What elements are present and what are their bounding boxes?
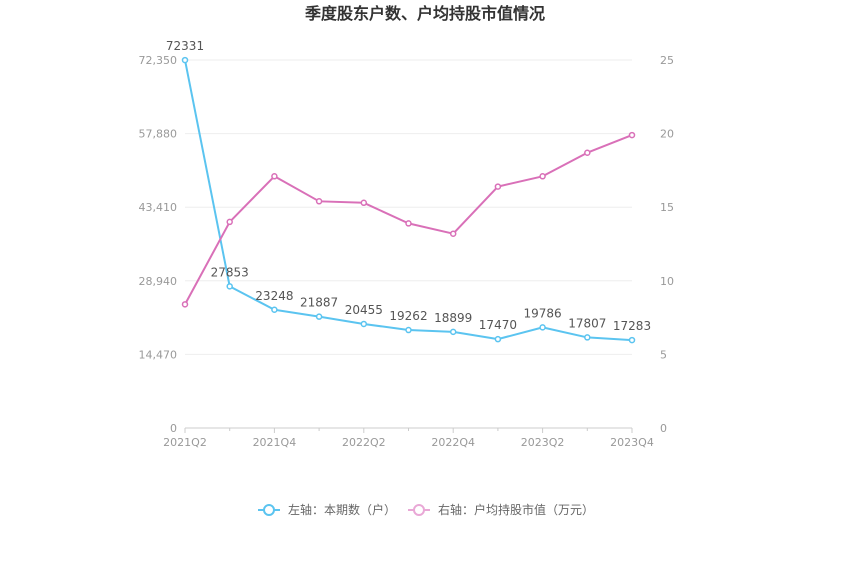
legend-label-left: 左轴：本期数（户）	[288, 502, 396, 517]
data-label: 19262	[389, 309, 427, 323]
y-left-tick-label: 72,350	[139, 54, 178, 67]
legend-item-right[interactable]: 右轴：户均持股市值（万元）	[408, 502, 594, 517]
grid-lines	[185, 59, 632, 355]
data-label: 18899	[434, 311, 472, 325]
data-point-0	[226, 283, 233, 290]
y-left-tick-label: 14,470	[139, 348, 178, 361]
y-right-tick-label: 10	[660, 275, 674, 288]
chart-title: 季度股东户数、户均持股市值情况	[304, 4, 545, 23]
data-point-1	[405, 220, 412, 227]
data-label: 27853	[211, 265, 249, 279]
data-point-1	[315, 198, 323, 205]
y-right-tick-label: 20	[660, 128, 674, 141]
data-point-1	[271, 173, 278, 180]
y-right-tick-label: 5	[660, 348, 667, 361]
y-right-tick-label: 0	[660, 422, 667, 435]
data-point-0	[181, 56, 189, 64]
data-labels: 72331 27853 23248 21887 20455 19262 18899 17470…	[166, 39, 651, 333]
series-layer	[181, 56, 636, 344]
data-label: 17807	[568, 316, 606, 330]
data-point-0	[584, 334, 591, 341]
data-point-1	[539, 173, 546, 180]
data-point-0	[494, 335, 502, 343]
series-line-1	[184, 134, 633, 305]
legend-label-right: 右轴：户均持股市值（万元）	[438, 502, 594, 517]
y-right-tick-label: 15	[660, 201, 674, 214]
data-point-0	[628, 336, 636, 344]
data-point-0	[405, 326, 412, 334]
x-tick-label: 2021Q2	[163, 436, 207, 449]
x-tick-label: 2022Q4	[431, 436, 475, 449]
legend-marker-left	[263, 504, 275, 516]
data-point-0	[271, 306, 278, 314]
y-left-tick-label: 0	[170, 422, 177, 435]
y-left-tick-label: 57,880	[139, 128, 178, 141]
data-label: 20455	[345, 303, 383, 317]
data-point-1	[181, 301, 189, 308]
data-point-1	[360, 199, 368, 207]
data-point-0	[449, 328, 457, 336]
data-label: 19786	[524, 306, 562, 320]
data-label: 17283	[613, 319, 651, 333]
x-tick-label: 2022Q2	[342, 436, 386, 449]
data-label: 21887	[300, 296, 338, 310]
data-point-1	[494, 183, 502, 190]
data-point-1	[628, 131, 636, 139]
data-label: 72331	[166, 39, 204, 53]
data-point-1	[449, 230, 457, 237]
data-point-1	[226, 218, 233, 226]
data-label: 17470	[479, 318, 517, 332]
data-label: 23248	[255, 289, 293, 303]
x-tick-label: 2021Q4	[253, 436, 297, 449]
data-point-0	[539, 324, 546, 331]
data-point-1	[584, 149, 591, 156]
y-left-tick-label: 43,410	[139, 201, 178, 214]
data-point-0	[315, 313, 323, 320]
legend[interactable]: 左轴：本期数（户） 右轴：户均持股市值（万元）	[258, 502, 594, 517]
legend-item-left[interactable]: 左轴：本期数（户）	[258, 502, 396, 517]
legend-marker-right	[413, 504, 425, 516]
x-tick-label: 2023Q4	[610, 436, 654, 449]
y-left-tick-label: 28,940	[139, 275, 178, 288]
x-tick-label: 2023Q2	[521, 436, 565, 449]
y-right-tick-label: 25	[660, 54, 674, 67]
data-point-0	[360, 320, 368, 328]
axes: 0 0 14,470 5 28,940 10 43,410 15 57,880 20 72,350 2…	[139, 54, 675, 449]
